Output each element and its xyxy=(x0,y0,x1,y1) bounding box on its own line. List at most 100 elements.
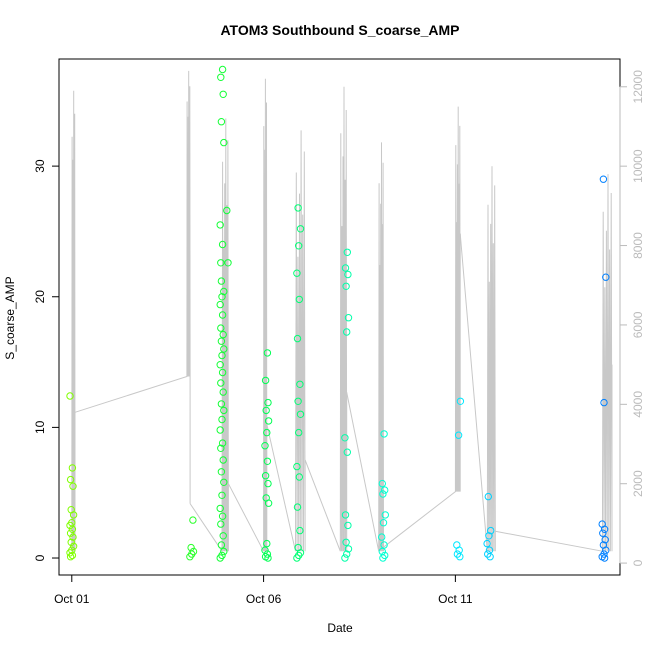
data-point xyxy=(216,361,224,369)
data-point xyxy=(600,525,609,533)
data-point xyxy=(456,553,464,561)
data-point xyxy=(380,430,388,438)
data-point xyxy=(263,349,272,357)
data-point xyxy=(66,549,74,557)
y-axis-label: S_coarse_AMP xyxy=(3,276,17,359)
data-point xyxy=(216,504,224,513)
data-point xyxy=(217,118,226,126)
line-burst-8 xyxy=(383,106,461,548)
data-point xyxy=(293,269,301,277)
data-point xyxy=(296,380,304,388)
data-point xyxy=(293,462,301,471)
data-point xyxy=(343,550,351,558)
data-point xyxy=(217,444,225,452)
data-point xyxy=(341,264,350,272)
y-right-tick-label: 8000 xyxy=(631,232,645,259)
data-point xyxy=(67,538,75,546)
data-point xyxy=(343,328,351,336)
data-point xyxy=(217,259,225,267)
y-axis-right: 0 2000 4000 6000 8000 10000 12000 xyxy=(619,70,645,566)
data-point xyxy=(454,431,463,439)
chart-title: ATOM3 Southbound S_coarse_AMP xyxy=(220,22,459,38)
data-point xyxy=(296,225,305,233)
data-point xyxy=(293,503,302,511)
y-left-tick-label: 20 xyxy=(33,290,47,304)
data-point xyxy=(342,538,350,546)
data-point xyxy=(220,478,228,486)
data-point xyxy=(379,554,387,562)
data-point xyxy=(66,475,75,484)
data-point xyxy=(261,376,270,385)
data-point xyxy=(341,434,349,442)
data-point xyxy=(601,536,609,544)
y-right-tick-label: 4000 xyxy=(631,391,645,418)
data-point xyxy=(293,334,302,343)
data-point xyxy=(224,259,232,267)
data-point xyxy=(69,511,78,519)
data-point xyxy=(378,479,386,488)
data-point xyxy=(264,417,273,425)
data-point xyxy=(216,426,224,434)
data-point xyxy=(344,521,352,530)
data-point xyxy=(379,519,388,527)
data-point xyxy=(264,499,273,507)
data-point xyxy=(219,532,227,540)
data-point xyxy=(218,491,226,499)
data-point xyxy=(223,206,231,215)
data-point xyxy=(263,539,271,548)
data-point xyxy=(295,295,303,304)
data-point xyxy=(599,529,607,537)
line-burst-7 xyxy=(346,142,384,552)
y-left-tick-label: 10 xyxy=(33,420,47,434)
data-point xyxy=(263,428,271,437)
line-burst-4 xyxy=(227,78,268,552)
data-point xyxy=(455,546,463,554)
y-left-tick-label: 30 xyxy=(33,159,47,173)
data-point xyxy=(264,398,272,407)
data-point xyxy=(599,175,608,183)
data-point xyxy=(262,406,270,415)
data-point xyxy=(484,492,492,501)
data-point xyxy=(216,221,224,229)
data-point xyxy=(344,314,353,322)
data-point xyxy=(217,400,226,408)
data-point xyxy=(216,554,224,562)
y-left-tick-label: 0 xyxy=(33,554,47,561)
data-point xyxy=(217,277,226,285)
y-right-tick-label: 12000 xyxy=(631,70,645,104)
data-point xyxy=(263,457,272,465)
data-point xyxy=(69,542,78,550)
data-point xyxy=(66,521,74,530)
data-point xyxy=(342,282,350,290)
y-right-tick-label: 2000 xyxy=(631,470,645,497)
data-point xyxy=(343,448,351,456)
data-point xyxy=(218,439,227,447)
line-burst-1 xyxy=(71,90,76,552)
data-point xyxy=(602,273,610,281)
data-point xyxy=(295,473,303,481)
data-point xyxy=(219,90,227,99)
y-right-tick-label: 6000 xyxy=(631,311,645,338)
data-point xyxy=(485,532,493,540)
data-point xyxy=(217,73,225,82)
data-point xyxy=(600,554,609,562)
data-point xyxy=(486,553,494,561)
data-point xyxy=(294,397,302,405)
data-point xyxy=(68,525,77,533)
data-point xyxy=(68,551,77,560)
data-point xyxy=(220,287,228,296)
plot-frame xyxy=(58,58,621,576)
data-point xyxy=(220,345,228,353)
data-point xyxy=(217,468,226,476)
data-point xyxy=(218,368,227,377)
x-tick-label: Oct 06 xyxy=(246,592,282,606)
data-point xyxy=(68,464,77,472)
data-point xyxy=(344,270,352,279)
data-point xyxy=(219,388,227,396)
data-point xyxy=(217,337,226,345)
line-burst-3 xyxy=(189,118,229,553)
data-point xyxy=(378,533,386,541)
data-point xyxy=(218,65,227,74)
data-point xyxy=(218,311,227,319)
